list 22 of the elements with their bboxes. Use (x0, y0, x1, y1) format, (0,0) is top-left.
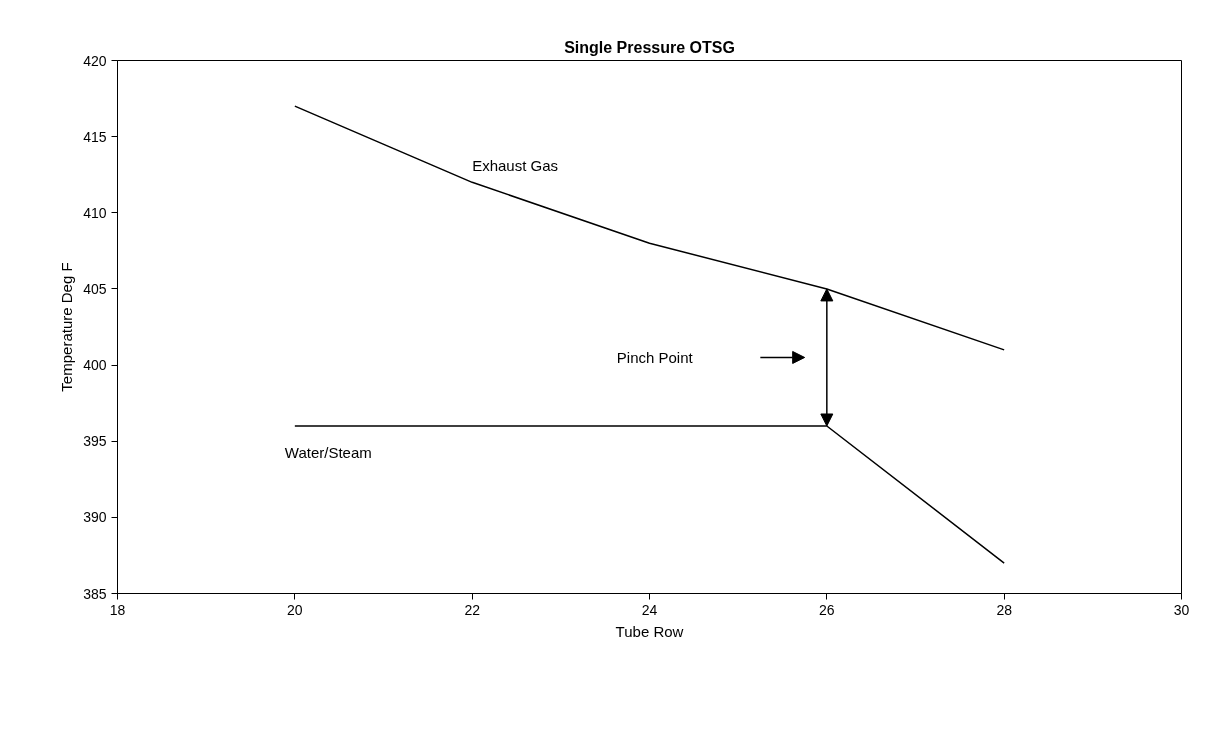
y-axis-title: Temperature Deg F (58, 262, 76, 392)
x-tick-label: 28 (996, 601, 1013, 618)
y-tick-label: 390 (83, 509, 107, 526)
x-tick-label: 24 (641, 601, 658, 618)
x-tick-label: 22 (464, 601, 481, 618)
line-series (294, 105, 1005, 351)
series-label: Exhaust Gas (472, 157, 559, 175)
y-tick-label: 400 (83, 357, 107, 374)
x-tick-label: 18 (109, 601, 126, 618)
y-tick-label: 410 (83, 204, 107, 221)
x-axis-title: Tube Row (615, 622, 684, 640)
x-tick-label: 26 (819, 601, 835, 618)
y-tick-label: 415 (83, 128, 107, 145)
x-tick-label: 30 (1173, 601, 1190, 618)
chart-title: Single Pressure OTSG (564, 38, 735, 56)
series-label: Water/Steam (284, 443, 372, 461)
y-tick-label: 405 (83, 280, 107, 297)
y-tick-label: 395 (83, 433, 107, 450)
x-tick-label: 20 (287, 601, 303, 618)
annotation: Pinch Point (616, 348, 694, 366)
y-tick-label: 420 (83, 52, 107, 69)
y-tick-label: 385 (83, 585, 107, 602)
